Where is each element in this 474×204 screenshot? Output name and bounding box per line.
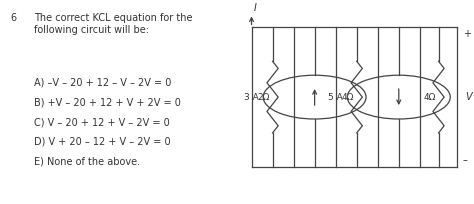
Text: 4Ω: 4Ω bbox=[424, 93, 436, 102]
Text: 2Ω: 2Ω bbox=[258, 93, 270, 102]
Text: A) –V – 20 + 12 – V – 2V = 0: A) –V – 20 + 12 – V – 2V = 0 bbox=[34, 77, 172, 87]
Text: The correct KCL equation for the
following circuit will be:: The correct KCL equation for the followi… bbox=[34, 13, 192, 35]
Text: I: I bbox=[254, 3, 257, 13]
Text: 5 A: 5 A bbox=[328, 93, 343, 102]
Text: V: V bbox=[465, 92, 472, 102]
Text: –: – bbox=[463, 155, 468, 165]
Text: E) None of the above.: E) None of the above. bbox=[34, 157, 140, 167]
Text: +: + bbox=[463, 29, 471, 39]
Text: 3 A: 3 A bbox=[244, 93, 258, 102]
Text: B) +V – 20 + 12 + V + 2V = 0: B) +V – 20 + 12 + V + 2V = 0 bbox=[34, 97, 181, 107]
Text: 4Ω: 4Ω bbox=[342, 93, 355, 102]
Text: C) V – 20 + 12 + V – 2V = 0: C) V – 20 + 12 + V – 2V = 0 bbox=[34, 117, 170, 127]
Text: D) V + 20 – 12 + V – 2V = 0: D) V + 20 – 12 + V – 2V = 0 bbox=[34, 137, 171, 147]
Text: 6: 6 bbox=[11, 13, 17, 23]
